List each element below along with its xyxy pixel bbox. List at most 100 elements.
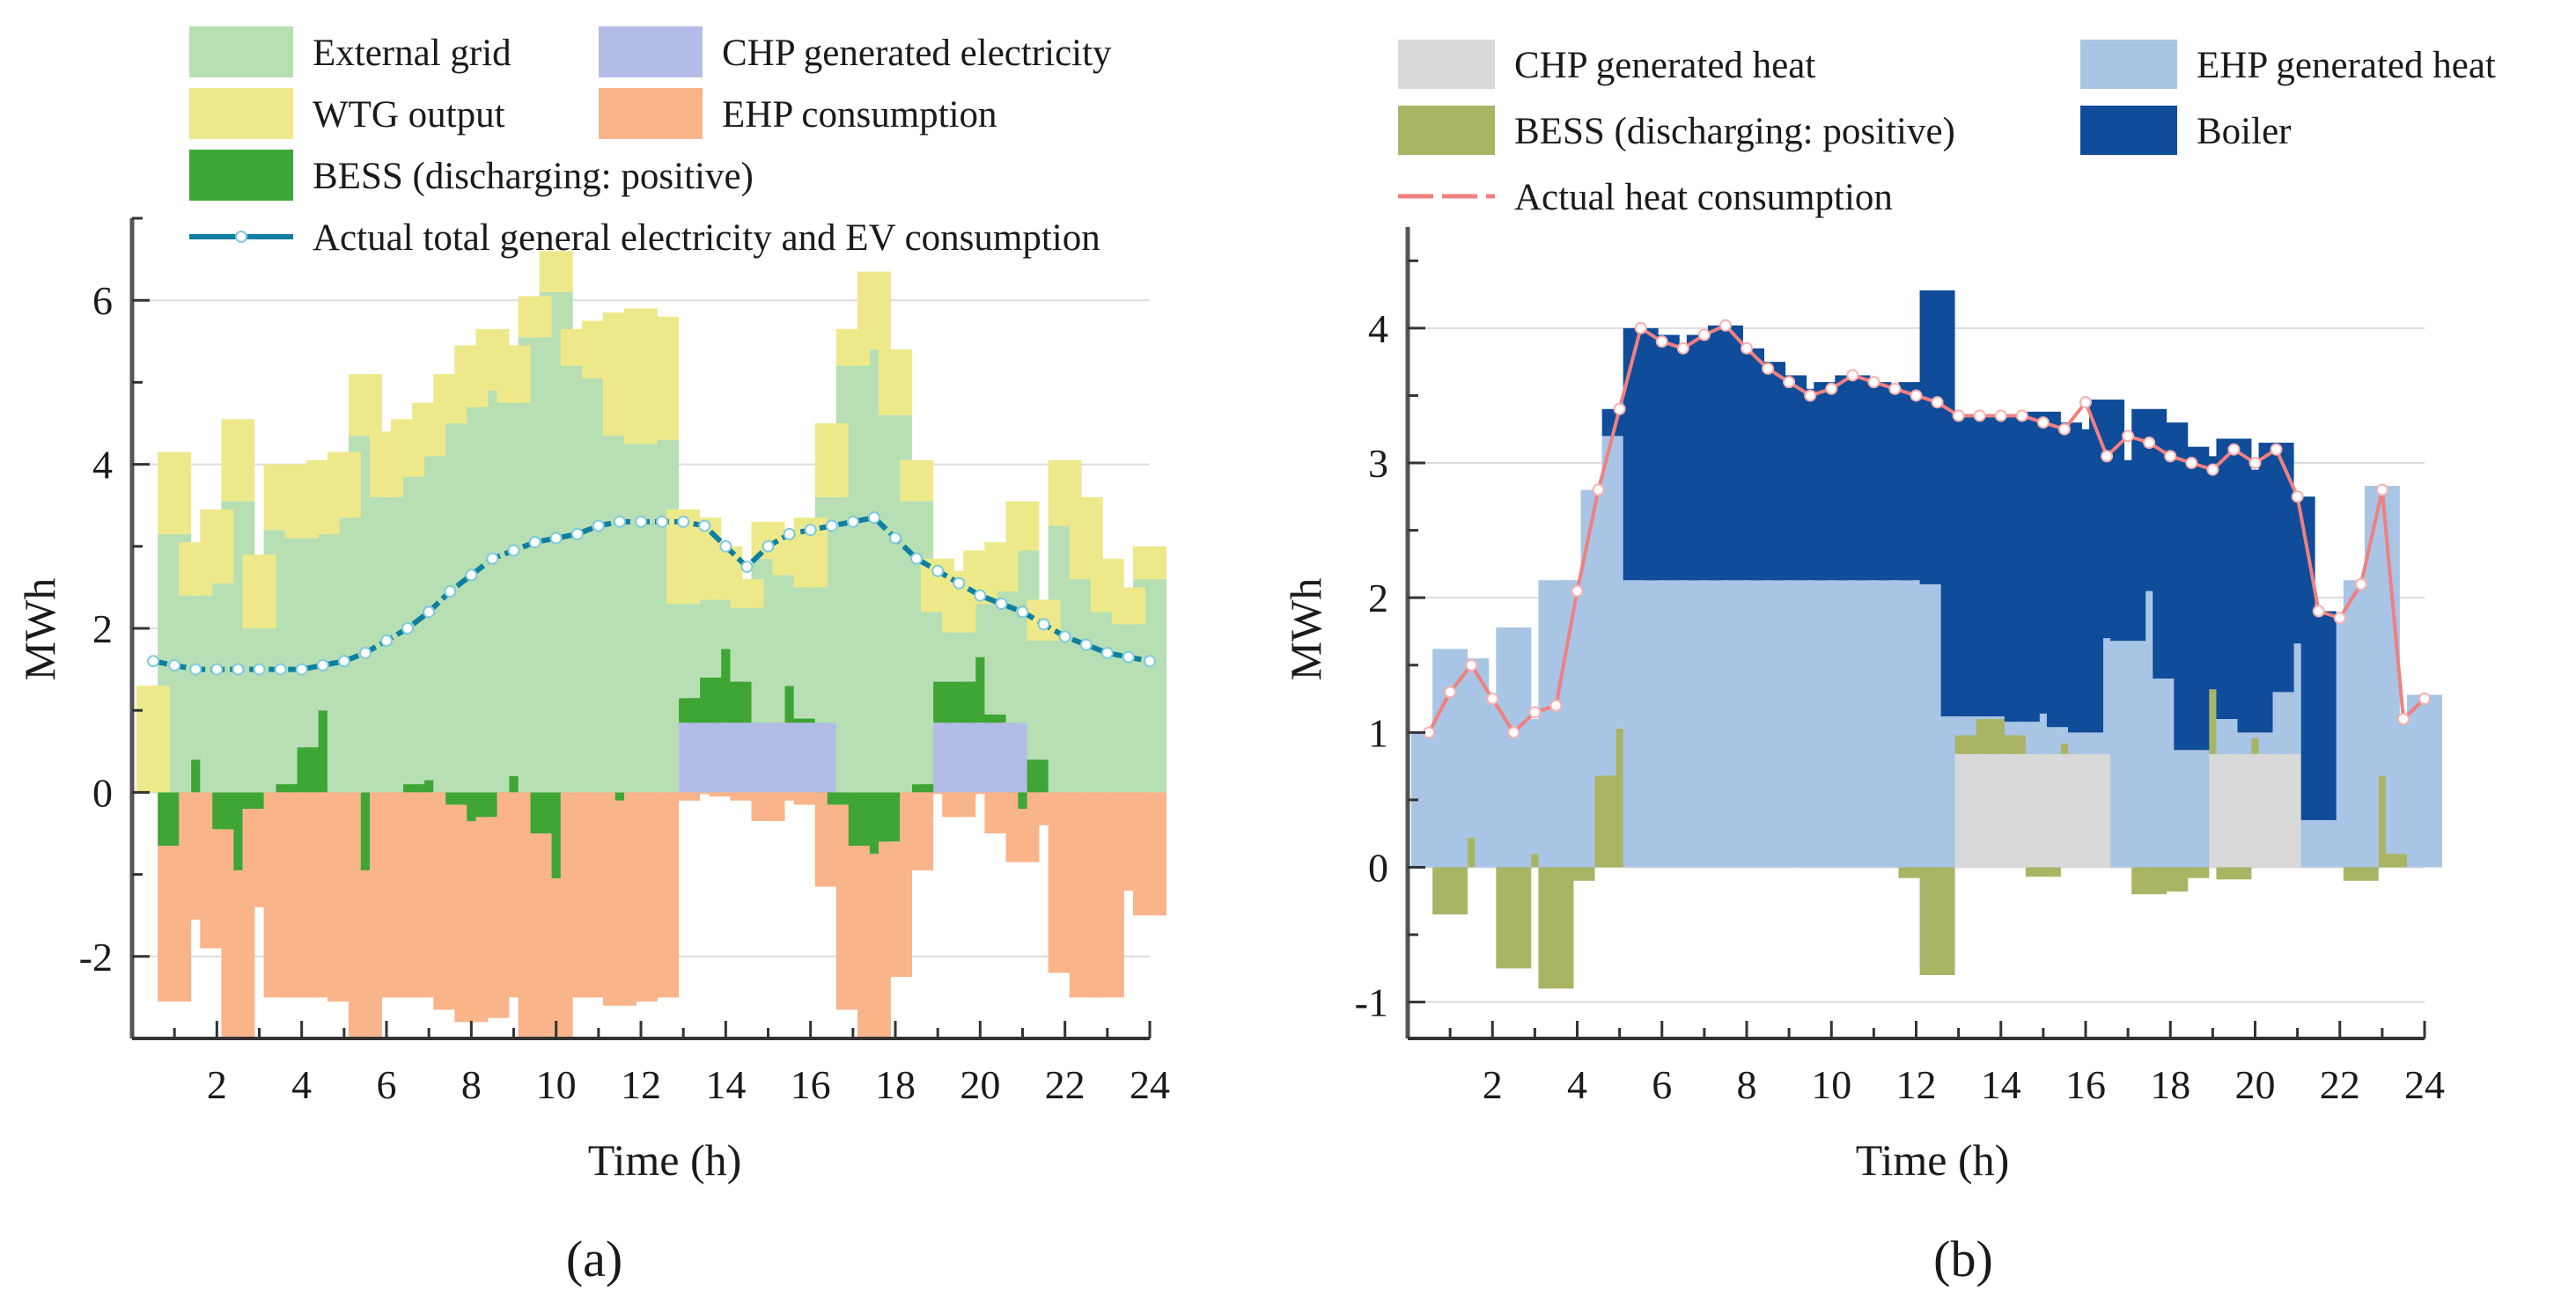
legend-swatch — [189, 26, 293, 77]
line-point — [1994, 409, 2007, 422]
line-point — [337, 655, 350, 668]
line-point — [974, 589, 987, 602]
x-tick-label: 22 — [2320, 1062, 2360, 1107]
legend-swatch — [189, 88, 293, 139]
bar-ehp-consumption — [921, 792, 955, 795]
line-point — [2396, 713, 2410, 726]
x-tick-label: 20 — [960, 1062, 1000, 1107]
bar-bess-discharging-positive — [263, 784, 298, 793]
bar-bess-discharging-positive — [984, 714, 1019, 723]
x-tick-label: 20 — [2235, 1062, 2276, 1107]
bar-ehp-consumption — [666, 792, 701, 801]
line-point — [1910, 389, 1923, 402]
line-point — [2164, 450, 2177, 463]
bar-bess-discharging-positive — [1538, 867, 1574, 989]
line-point — [1973, 409, 1986, 422]
chart-a-legend: External grid CHP generated electricity WT… — [189, 26, 1112, 259]
x-tick-label: 10 — [1811, 1062, 1851, 1107]
line-point — [740, 561, 754, 574]
bar-bess-discharging-positive — [1496, 867, 1532, 969]
line-point — [1592, 483, 1605, 496]
bar-wtg-output — [857, 271, 891, 350]
line-point — [1058, 630, 1071, 643]
legend-swatch — [1398, 106, 1495, 155]
bar-bess-discharging-positive — [2174, 867, 2210, 878]
line-point — [867, 511, 880, 525]
legend-item: BESS (discharging: positive) — [1398, 106, 1955, 155]
line-point — [1867, 376, 1880, 389]
bar-bess-discharging-positive — [793, 718, 828, 723]
line-point — [2206, 463, 2219, 476]
legend-label: BESS (discharging: positive) — [313, 156, 754, 197]
line-point — [1528, 706, 1542, 719]
legend-label: EHP generated heat — [2197, 45, 2496, 86]
line-point — [1762, 362, 1775, 375]
bar-ehp-generated-heat — [1940, 715, 1976, 736]
bar-bess-discharging-positive — [2025, 867, 2061, 877]
line-point — [2375, 483, 2388, 496]
line-point — [444, 585, 457, 598]
y-tick-label: 6 — [92, 278, 113, 323]
y-tick-label: 4 — [92, 443, 113, 488]
legend-label: WTG output — [313, 94, 505, 136]
legend-label: Boiler — [2197, 111, 2291, 152]
line-point — [1507, 726, 1520, 739]
line-point — [592, 519, 605, 532]
bar-ehp-consumption — [963, 792, 997, 795]
bar-wtg-output — [242, 554, 276, 628]
legend-label: Actual total general electricity and EV … — [313, 217, 1100, 259]
bar-ehp-consumption — [645, 792, 680, 998]
x-tick-label: 24 — [1130, 1062, 1170, 1107]
line-point — [2354, 577, 2367, 591]
line-point — [1079, 638, 1093, 651]
legend-swatch — [2080, 106, 2177, 155]
chart-a-y-axis-label: MWh — [15, 578, 64, 681]
line-point — [635, 515, 647, 528]
bar-ehp-consumption — [730, 792, 764, 801]
bar-ehp-consumption — [772, 792, 806, 801]
chart-a-consumption-line — [147, 511, 1156, 676]
line-point — [1571, 584, 1584, 598]
line-point — [995, 598, 1008, 611]
line-point — [2248, 457, 2262, 470]
legend-label: External grid — [313, 33, 512, 74]
line-point — [528, 536, 541, 549]
line-point — [1719, 319, 1732, 332]
x-tick-label: 16 — [2065, 1062, 2106, 1107]
legend-swatch — [599, 88, 703, 139]
bar-bess-discharging-positive — [602, 792, 637, 801]
legend-swatch — [599, 26, 703, 77]
y-tick-label: 2 — [92, 606, 113, 651]
x-tick-label: 16 — [791, 1062, 831, 1107]
bar-ehp-generated-heat — [2174, 750, 2210, 868]
x-tick-label: 18 — [2150, 1062, 2190, 1107]
y-tick-label: 1 — [1368, 710, 1388, 755]
x-tick-label: 10 — [536, 1062, 577, 1107]
x-tick-label: 14 — [705, 1062, 746, 1107]
line-point — [1804, 389, 1817, 402]
bar-bess-discharging-positive — [1919, 867, 1955, 976]
bar-wtg-output — [900, 459, 934, 502]
y-tick-label: 0 — [1368, 845, 1388, 890]
bar-ehp-consumption — [709, 792, 743, 797]
line-point — [2122, 429, 2135, 443]
line-point — [380, 634, 393, 647]
bar-wtg-output — [136, 686, 171, 793]
bar-ehp-consumption — [793, 792, 828, 805]
bar-wtg-output — [497, 345, 531, 403]
legend-swatch — [189, 150, 293, 201]
bar-ehp-consumption — [688, 792, 722, 795]
x-tick-label: 8 — [461, 1062, 482, 1107]
line-point — [889, 532, 902, 545]
legend-label: CHP generated heat — [1514, 45, 1815, 86]
line-point — [570, 527, 584, 540]
bar-ehp-generated-heat — [1961, 715, 1998, 720]
bar-wtg-output — [348, 374, 382, 436]
line-point — [274, 663, 287, 676]
chart-a-x-axis-label: Time (h) — [588, 1135, 742, 1185]
line-point — [2312, 605, 2325, 618]
panel-label-a: (a) — [566, 1230, 622, 1288]
bar-bess-discharging-positive — [1559, 867, 1595, 881]
line-point — [2079, 396, 2092, 409]
bar-wtg-output — [221, 419, 255, 502]
